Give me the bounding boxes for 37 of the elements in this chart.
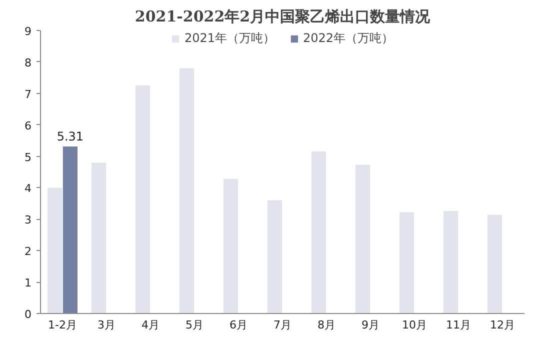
x-tick-label: 1-2月 <box>48 318 77 332</box>
x-tick-label: 11月 <box>446 318 471 332</box>
y-tick-label: 4 <box>24 182 32 196</box>
bar <box>62 146 78 314</box>
bar <box>399 212 414 314</box>
y-tick-label: 0 <box>24 308 32 321</box>
x-tick-label: 8月 <box>318 318 336 332</box>
x-tick-label: 9月 <box>362 318 380 332</box>
bar <box>355 164 370 314</box>
legend-label: 2021年（万吨） <box>184 30 275 47</box>
bar <box>179 68 194 314</box>
bar <box>91 162 106 314</box>
y-tick-label: 6 <box>24 119 32 132</box>
x-tick-label: 10月 <box>402 318 427 332</box>
bar <box>135 86 150 314</box>
y-tick-label: 9 <box>24 25 32 38</box>
y-tick-label: 8 <box>24 56 32 70</box>
x-tick-label: 7月 <box>274 318 292 332</box>
x-tick-label: 3月 <box>98 318 116 332</box>
x-tick-label: 6月 <box>230 318 248 332</box>
x-tick-label: 5月 <box>186 318 204 332</box>
legend-label: 2022年（万吨） <box>303 30 394 47</box>
bar <box>223 178 238 314</box>
y-tick-label: 5 <box>24 150 32 164</box>
chart-title: 2021-2022年2月中国聚乙烯出口数量情况 <box>134 8 432 26</box>
y-tick-label: 2 <box>24 245 32 258</box>
y-tick-label: 1 <box>24 276 32 290</box>
x-tick-label: 12月 <box>490 318 515 332</box>
data-label: 5.31 <box>56 130 84 144</box>
bar <box>47 188 62 314</box>
bar <box>487 214 502 314</box>
y-tick-label: 3 <box>24 214 32 227</box>
bar <box>311 152 326 314</box>
bar <box>443 210 458 314</box>
bar <box>267 200 282 314</box>
y-tick-label: 7 <box>24 88 32 101</box>
x-tick-label: 4月 <box>142 318 160 332</box>
